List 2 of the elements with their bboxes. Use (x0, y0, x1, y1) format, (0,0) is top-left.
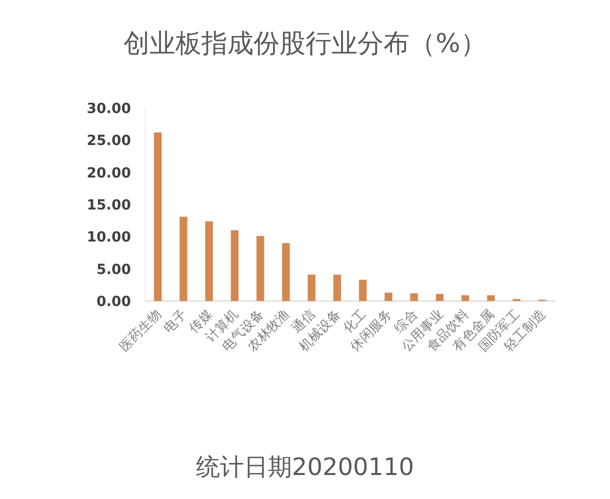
annotation: 统计日期20200110 (196, 453, 414, 481)
title: 创业板指成份股行业分布（%） (124, 29, 486, 59)
